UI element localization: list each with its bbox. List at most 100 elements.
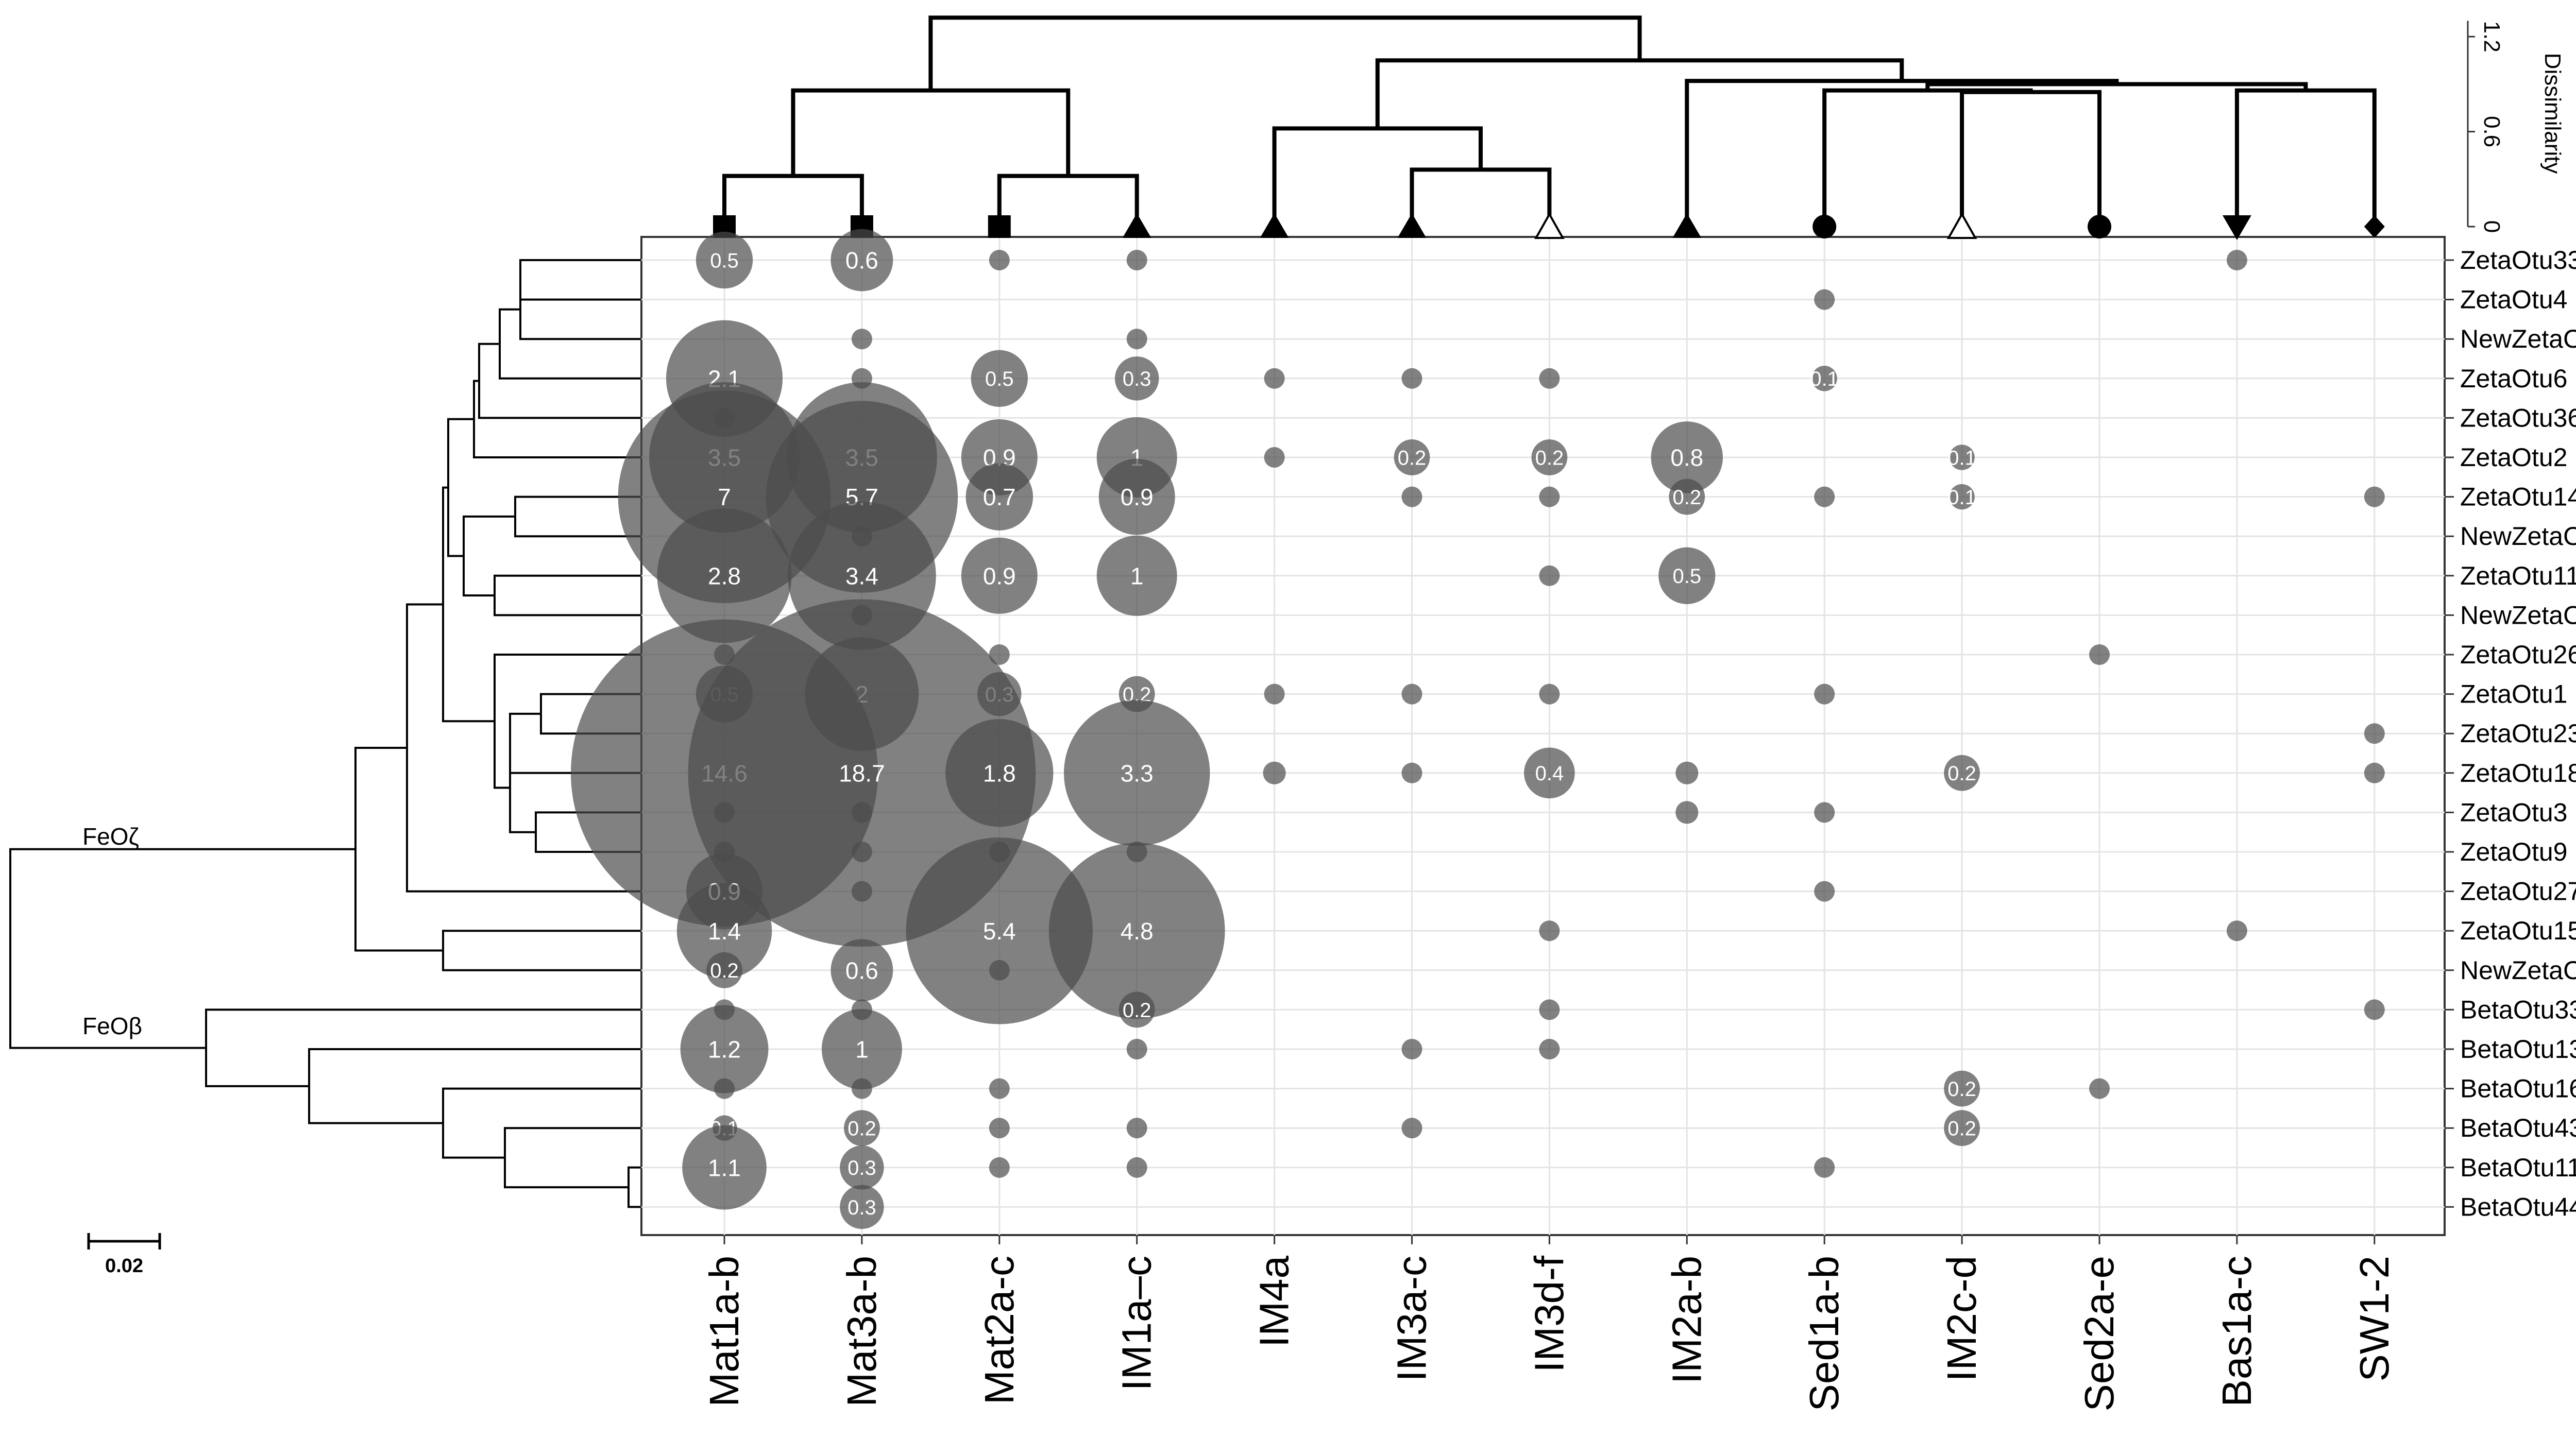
bubble-circle: [851, 329, 872, 350]
bubble-zetaotu14-sed1a-b: [1814, 486, 1835, 507]
row-label-zetaotu3: ZetaOtu3: [2460, 798, 2567, 827]
bubble-circle: [851, 842, 872, 862]
bubble-value-label: 1: [1130, 562, 1144, 589]
group-marker-im4a: [1260, 213, 1289, 238]
bubble-circle: [831, 229, 893, 292]
bubble-zetaotu18-mat2a-c: 1.8: [945, 719, 1054, 827]
col-label-bas1a-c: Bas1a-c: [2214, 1256, 2260, 1407]
dissimilarity-tick-label-0: 0: [2479, 220, 2504, 233]
bubble-zetaotu15-mat2a-c: 5.4: [906, 837, 1093, 1024]
bubble-value-label: 0.2: [1398, 447, 1427, 469]
col-label-im2c-d: IM2c-d: [1939, 1256, 1985, 1382]
bubble-value-label: 0.4: [1535, 762, 1564, 785]
bubble-value-label: 0.8: [1670, 444, 1703, 471]
bubble-circle: [1811, 366, 1837, 391]
row-label-zetaotu4: ZetaOtu4: [2460, 285, 2567, 314]
bubble-zetaotu14-im2c-d: 0.1: [1947, 484, 1976, 510]
bubble-zetaotu11-mat2a-c: 0.9: [961, 537, 1038, 614]
bubble-circle: [1401, 1039, 1422, 1059]
bubble-circle: [682, 1125, 767, 1210]
bubble-circle: [1814, 881, 1835, 902]
bubble-betaotu118-sed1a-b: [1814, 1157, 1835, 1178]
bubble-zetaotu33-bas1a-c: [2226, 250, 2247, 270]
bubble-newzetaotu2-im1a-c: [1126, 329, 1147, 350]
bubble-zetaotu33-mat3a-b: 0.6: [831, 229, 893, 292]
bubble-zetaotu11-im2a-b: 0.5: [1658, 547, 1716, 604]
bubble-zetaotu18-im2c-d: 0.2: [1944, 755, 1980, 791]
group-marker-sw1-2: [2364, 215, 2385, 238]
group-marker-mat2a-c: [988, 215, 1011, 238]
col-label-im4a: IM4a: [1251, 1256, 1297, 1347]
column-group-markers: [713, 212, 2385, 240]
dendro-branch-mat-group: [791, 88, 1071, 176]
bubble-zetaotu27-sed1a-b: [1814, 881, 1835, 902]
bubble-zetaotu14-im1a-c: 0.9: [1098, 458, 1175, 535]
col-label-sed2a-e: Sed2a-e: [2076, 1256, 2122, 1411]
bubble-circle: [840, 1185, 884, 1229]
bubble-zetaotu3-mat3a-b: [851, 802, 872, 823]
bubbles: 0.50.62.10.50.30.13.53.50.910.20.20.80.1…: [570, 229, 2385, 1229]
bubble-zetaotu14-im3d-f: [1539, 486, 1560, 507]
bubble-circle: [1814, 1157, 1835, 1178]
bubble-circle: [1539, 999, 1560, 1020]
bubble-zetaotu18-sw1-2: [2364, 762, 2385, 783]
bubble-circle: [961, 537, 1038, 614]
bubble-circle: [1264, 447, 1285, 468]
bubble-value-label: 5.4: [983, 918, 1016, 945]
bubble-value-label: 0.2: [848, 1118, 876, 1140]
bubble-circle: [1814, 683, 1835, 705]
bubble-circle: [696, 231, 753, 289]
row-label-zetaotu18: ZetaOtu18: [2460, 759, 2576, 788]
dendro-branch-sed1: [1822, 88, 2033, 217]
bubble-circle: [1118, 991, 1155, 1028]
row-label-zetaotu2: ZetaOtu2: [2460, 443, 2567, 472]
bubble-circle: [714, 1078, 735, 1099]
bubble-zetaotu26-mat2a-c: [989, 644, 1010, 665]
bubble-value-label: 0.1: [1947, 486, 1976, 509]
bubble-circle: [851, 881, 872, 902]
bubble-betaotu336-im3d-f: [1539, 999, 1560, 1020]
bubble-betaotu118-mat3a-b: 0.3: [840, 1145, 884, 1190]
bubble-circle: [1531, 439, 1568, 475]
col-label-mat3a-b: Mat3a-b: [839, 1256, 885, 1407]
bubble-circle: [971, 350, 1028, 407]
bubble-circle: [1114, 356, 1159, 401]
bubble-circle: [1264, 368, 1285, 389]
bubble-zetaotu2-im2a-b: 0.8: [1651, 421, 1723, 493]
bubble-circle: [1126, 1157, 1147, 1178]
bubble-betaotu1670-mat3a-b: [851, 1078, 872, 1099]
bubble-newzetaotu1-mat2a-c: [989, 960, 1010, 981]
col-label-im1a-c: IM1a–c: [1114, 1256, 1160, 1391]
bubble-zetaotu6-im1a-c: 0.3: [1114, 356, 1159, 401]
row-label-zetaotu33: ZetaOtu33: [2460, 246, 2576, 275]
bubble-circle: [1539, 683, 1560, 705]
bubble-value-label: 0.2: [710, 960, 739, 982]
row-label-betaotu118: BetaOtu118: [2460, 1153, 2576, 1182]
bubble-zetaotu18-im3d-f: 0.4: [1524, 747, 1575, 799]
bubble-zetaotu14-im3a-c: [1401, 486, 1422, 507]
bubble-circle: [989, 250, 1010, 270]
bubble-circle: [706, 952, 742, 988]
row-label-zetaotu11: ZetaOtu11: [2460, 561, 2576, 590]
bubble-betaotu130-im3a-c: [1401, 1039, 1422, 1059]
bubble-circle: [989, 960, 1010, 981]
bubble-zetaotu33-mat2a-c: [989, 250, 1010, 270]
bubble-circle: [844, 1110, 880, 1146]
col-label-sed1a-b: Sed1a-b: [1801, 1256, 1847, 1411]
clade-label-feo-beta: FeOβ: [82, 1013, 142, 1039]
bubble-circle: [1126, 250, 1147, 270]
bubble-circle: [2364, 486, 2385, 507]
bubble-betaotu118-mat1a-b: 1.1: [682, 1125, 767, 1210]
column-labels: Mat1a-b Mat3a-b Mat2a-c IM1a–c IM4a IM3a-c IM3…: [701, 1235, 2397, 1411]
bubble-circle: [676, 883, 772, 979]
dendro-branch-mat2-im1: [997, 174, 1139, 217]
group-marker-im2c-d: [1946, 212, 1977, 239]
bubble-value-label: 0.1: [1947, 447, 1976, 469]
bubble-circle: [1064, 700, 1210, 846]
bubble-circle: [1658, 547, 1716, 604]
bubble-betaotu436-im1a-c: [1126, 1118, 1147, 1139]
col-label-im2a-b: IM2a-b: [1664, 1256, 1709, 1384]
bubble-zetaotu6-im3d-f: [1539, 368, 1560, 389]
bubble-circle: [1944, 755, 1980, 791]
bubble-circle: [1126, 329, 1147, 350]
